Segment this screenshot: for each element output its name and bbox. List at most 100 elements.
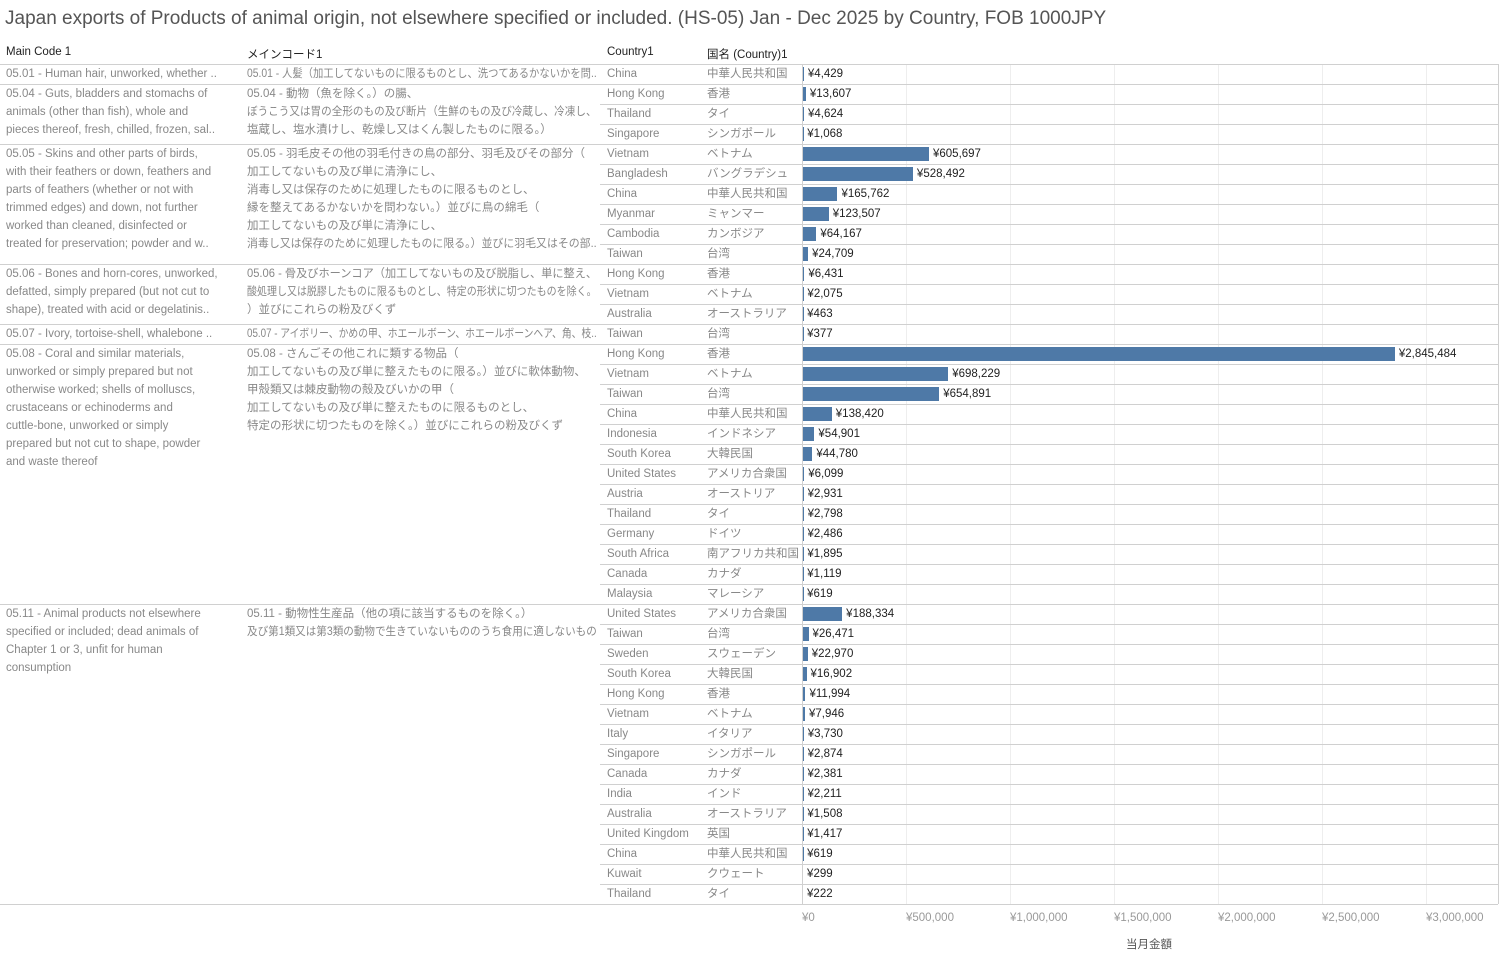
- header-main-code-jp: メインコード1: [247, 49, 323, 61]
- row-divider: [600, 384, 1498, 385]
- bar-value-label: ¥2,211: [807, 788, 842, 800]
- row-divider: [600, 244, 1498, 245]
- main-code-line: 05.11 - Animal products not elsewhere: [6, 608, 201, 620]
- main-code-line: unworked or simply prepared but not: [6, 366, 193, 378]
- main-code-line: worked than cleaned, disinfected or: [6, 220, 187, 232]
- country-name: China: [607, 408, 638, 420]
- country-name-jp: インド: [707, 788, 742, 800]
- bar-value-label: ¥605,697: [932, 148, 981, 160]
- bar: [803, 427, 815, 441]
- main-code-line: 05.08 - Coral and similar materials,: [6, 348, 185, 360]
- group-divider: [0, 344, 1498, 345]
- bar-value-label: ¥11,994: [809, 688, 851, 700]
- country-name: China: [607, 848, 638, 860]
- main-code-line: specified or included; dead animals of: [6, 626, 199, 638]
- row-divider: [600, 704, 1498, 705]
- header-country: Country1: [607, 46, 654, 58]
- country-name-jp: バングラデシュ: [707, 168, 789, 180]
- country-name-jp: カナダ: [707, 568, 742, 580]
- country-name: Hong Kong: [607, 688, 665, 700]
- row-divider: [600, 464, 1498, 465]
- bar-value-label: ¥4,429: [807, 68, 844, 80]
- row-divider: [0, 64, 1498, 65]
- country-name-jp: アメリカ合衆国: [707, 468, 787, 480]
- bar-value-label: ¥64,167: [820, 228, 862, 240]
- main-code-line: shape), treated with acid or degelatinis…: [6, 304, 210, 316]
- country-name: United States: [607, 468, 677, 480]
- country-name: South Korea: [607, 668, 671, 680]
- country-name-jp: シンガポール: [707, 748, 776, 760]
- row-divider: [600, 744, 1498, 745]
- bar: [803, 227, 817, 241]
- bar: [803, 207, 829, 221]
- country-name: Malaysia: [607, 588, 653, 600]
- main-code-jp-line: 05.08 - さんごその他これに類する物品（: [247, 348, 459, 360]
- chart-title: Japan exports of Products of animal orig…: [5, 8, 1107, 29]
- country-name: Hong Kong: [607, 88, 665, 100]
- country-name: Canada: [607, 568, 648, 580]
- country-name-jp: 中華人民共和国: [707, 848, 788, 860]
- bar-value-label: ¥22,970: [811, 648, 854, 660]
- bar: [803, 647, 808, 661]
- bar: [803, 247, 809, 261]
- row-divider: [600, 484, 1498, 485]
- bar: [803, 67, 804, 81]
- country-name: Taiwan: [607, 628, 643, 640]
- country-name: United Kingdom: [607, 828, 689, 840]
- main-code-jp-line: 縁を整えてあるかないかを問わない。）並びに鳥の綿毛（: [247, 202, 540, 214]
- country-name: Vietnam: [607, 148, 649, 160]
- main-code-line: 05.05 - Skins and other parts of birds,: [6, 148, 198, 160]
- main-code-jp-line: 加工してないもの及び単に清浄にし、: [247, 220, 443, 232]
- country-name: Canada: [607, 768, 648, 780]
- main-code-jp-line: 甲殻類又は棘皮動物の殻及びいかの甲（: [247, 384, 454, 396]
- bar: [803, 667, 807, 681]
- main-code-line: with their feathers or down, feathers an…: [6, 166, 212, 178]
- country-name: China: [607, 188, 638, 200]
- country-name: China: [607, 68, 638, 80]
- bar-value-label: ¥2,798: [807, 508, 843, 520]
- bar-value-label: ¥377: [807, 328, 833, 340]
- country-name: Hong Kong: [607, 268, 665, 280]
- country-name-jp: 中華人民共和国: [707, 188, 788, 200]
- main-code-line: otherwise worked; shells of molluscs,: [6, 384, 196, 396]
- bar-value-label: ¥6,099: [808, 468, 844, 480]
- main-code-line: Chapter 1 or 3, unfit for human: [6, 644, 163, 656]
- main-code-line: trimmed edges) and down, not further: [6, 202, 198, 214]
- country-name-jp: 台湾: [707, 628, 730, 640]
- main-code-jp-line: ）並びにこれらの粉及びくず: [247, 304, 397, 316]
- x-tick-label: ¥1,500,000: [1114, 912, 1172, 924]
- row-divider: [600, 824, 1498, 825]
- country-name-jp: 大韓民国: [707, 668, 753, 680]
- country-name-jp: 香港: [707, 88, 730, 100]
- country-name-jp: イタリア: [707, 728, 753, 740]
- row-divider: [600, 524, 1498, 525]
- main-code-line: cuttle-bone, unworked or simply: [6, 420, 169, 432]
- bar-value-label: ¥299: [807, 868, 833, 880]
- bar-value-label: ¥1,508: [807, 808, 843, 820]
- country-name: Vietnam: [607, 288, 649, 300]
- main-code-jp-line: 05.05 - 羽毛皮その他の羽毛付きの鳥の部分、羽毛及びその部分（: [247, 148, 585, 160]
- country-name: Germany: [607, 528, 655, 540]
- country-name-jp: カナダ: [707, 768, 742, 780]
- row-divider: [600, 564, 1498, 565]
- row-divider: [600, 204, 1498, 205]
- bar-value-label: ¥54,901: [818, 428, 860, 440]
- country-name: Kuwait: [607, 868, 642, 880]
- main-code-jp-line: 05.11 - 動物性生産品（他の項に該当するものを除く。）: [247, 608, 533, 620]
- x-axis-label: 当月金額: [1126, 939, 1172, 951]
- row-divider: [600, 684, 1498, 685]
- country-name: Thailand: [607, 888, 652, 900]
- country-name-jp: クウェート: [707, 868, 765, 880]
- country-name-jp: アメリカ合衆国: [707, 608, 787, 620]
- country-name: Hong Kong: [607, 348, 665, 360]
- bar: [803, 187, 838, 201]
- bar-value-label: ¥463: [807, 308, 833, 320]
- country-name-jp: インドネシア: [707, 428, 776, 440]
- main-code-line: 05.01 - Human hair, unworked, whether ..: [6, 68, 217, 80]
- bar-value-label: ¥16,902: [810, 668, 853, 680]
- row-divider: [600, 224, 1498, 225]
- main-code-line: crustaceans or echinoderms and: [6, 402, 173, 414]
- main-code-jp-line: 05.07 - アイボリー、かめの甲、ホエールボーン、ホエールボーンヘア、角、枝…: [247, 328, 597, 340]
- bar: [803, 167, 913, 181]
- row-divider: [600, 644, 1498, 645]
